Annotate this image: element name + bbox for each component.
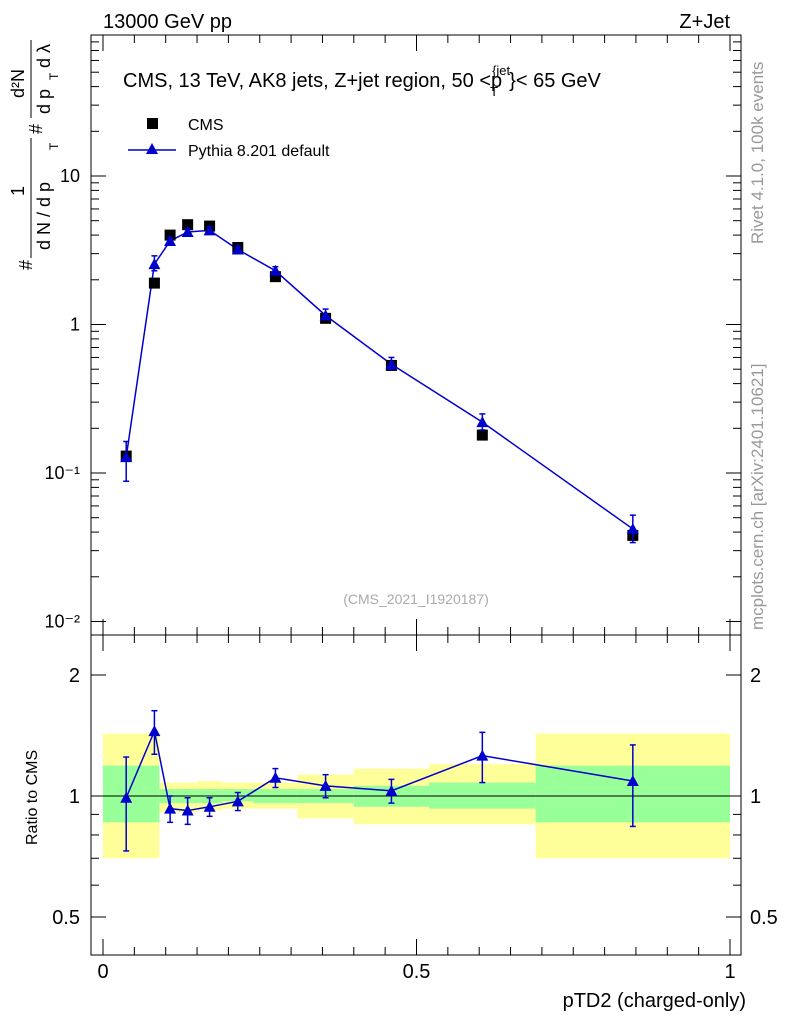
y-tick-label: 10⁻¹ xyxy=(44,463,80,483)
ratio-point xyxy=(120,791,133,803)
ratio-y-tick-label-right: 0.5 xyxy=(750,907,778,929)
mc-series-line xyxy=(125,229,634,530)
chart-title: CMS, 13 TeV, AK8 jets, Z+jet region, 50 … xyxy=(123,63,602,99)
data-point xyxy=(182,219,194,231)
ratio-point xyxy=(385,784,398,796)
y-tick-label: 1 xyxy=(70,315,80,335)
legend-mc-marker xyxy=(146,143,158,154)
ratio-band-inner xyxy=(103,765,160,823)
ylabel-dl: d λ xyxy=(34,44,54,68)
ratio-axis-ticks: 0.5 0.5 1 1 2 2 0 0.5 1 xyxy=(52,635,778,983)
legend-mc-label: Pythia 8.201 default xyxy=(188,143,330,160)
xlabel: pTD2 (charged-only) xyxy=(563,990,746,1012)
title-tail: }< 65 GeV xyxy=(509,70,601,92)
legend-data-marker xyxy=(147,118,158,129)
mc-point xyxy=(181,225,194,237)
ylabel-one: 1 xyxy=(8,186,28,196)
data-point xyxy=(269,271,281,283)
ratio-point xyxy=(231,795,244,807)
ratio-y-tick-label-right: 2 xyxy=(750,665,761,687)
mc-point xyxy=(626,522,639,534)
header-left: 13000 GeV pp xyxy=(103,11,232,33)
header-right: Z+Jet xyxy=(679,11,730,33)
data-point xyxy=(148,277,160,289)
analysis-label: (CMS_2021_I1920187) xyxy=(343,591,489,607)
mc-point xyxy=(385,358,398,370)
x-tick-label: 1 xyxy=(724,961,735,983)
main-ylabel: # 1 d N / d p T # d²N d p T d λ xyxy=(8,40,61,270)
rivet-info: Rivet 4.1.0, 100k events xyxy=(748,61,767,244)
ratio-point xyxy=(626,774,639,786)
y-tick-label: 10 xyxy=(60,166,80,186)
ratio-point xyxy=(476,749,489,761)
mc-point xyxy=(269,264,282,276)
mc-point xyxy=(148,258,161,270)
ylabel-t2: T xyxy=(47,72,61,80)
ylabel-dndpt: d N / d p xyxy=(34,182,54,250)
title-sup: {jet xyxy=(492,63,510,78)
ylabel-hash-1: # xyxy=(16,260,36,270)
main-data-marks xyxy=(120,219,639,544)
mc-point xyxy=(120,451,133,463)
title-sub: T xyxy=(490,84,498,99)
x-tick-label: 0.5 xyxy=(403,961,431,983)
ylabel-t1: T xyxy=(47,142,61,150)
title-main: CMS, 13 TeV, AK8 jets, Z+jet region, 50 … xyxy=(123,70,502,92)
mc-point xyxy=(203,224,216,236)
legend: CMS Pythia 8.201 default xyxy=(128,117,330,160)
ratio-y-tick-label: 2 xyxy=(69,665,80,687)
ratio-y-tick-label: 0.5 xyxy=(52,907,80,929)
ylabel-d2n: d²N xyxy=(8,69,28,98)
ylabel-dpt: d p xyxy=(34,89,54,114)
ylabel-hash-2: # xyxy=(26,124,46,134)
mc-point xyxy=(476,416,489,428)
mc-point xyxy=(231,243,244,255)
ratio-point xyxy=(181,804,194,816)
source-info: mcplots.cern.ch [arXiv:2401.10621] xyxy=(748,363,767,630)
ratio-point xyxy=(164,802,177,814)
legend-data-label: CMS xyxy=(188,117,224,134)
ratio-point xyxy=(269,771,282,783)
ratio-y-tick-label-right: 1 xyxy=(750,786,761,808)
x-tick-label: 0 xyxy=(97,961,108,983)
ratio-data-marks xyxy=(120,709,639,852)
y-tick-label: 10⁻² xyxy=(44,612,80,632)
mc-point xyxy=(164,234,177,246)
ratio-y-tick-label: 1 xyxy=(69,786,80,808)
mc-point xyxy=(319,309,332,321)
ratio-point xyxy=(148,725,161,737)
ratio-ylabel: Ratio to CMS xyxy=(24,750,41,845)
ratio-bands xyxy=(91,733,741,859)
ratio-point xyxy=(203,800,216,812)
ratio-point xyxy=(319,779,332,791)
data-point xyxy=(476,429,488,441)
main-axis-ticks: 10⁻² 10⁻¹ 1 10 xyxy=(44,35,741,635)
